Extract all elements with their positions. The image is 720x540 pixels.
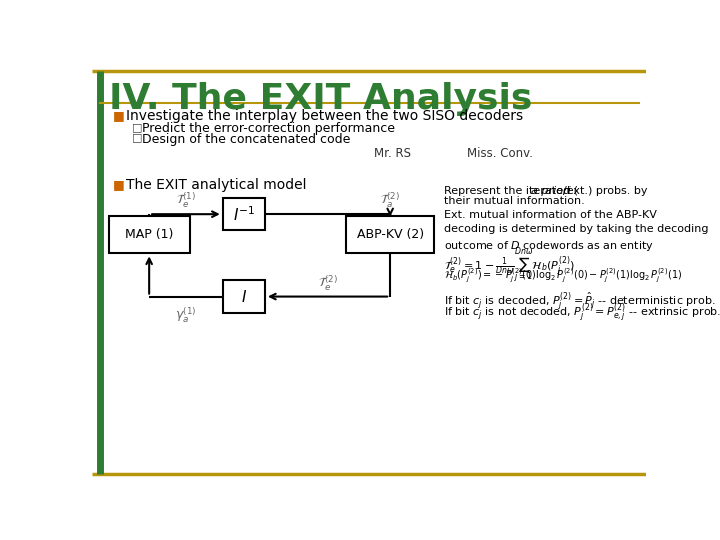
Bar: [222, 198, 265, 231]
Text: IV. The EXIT Analysis: IV. The EXIT Analysis: [109, 82, 532, 116]
Text: $\mathcal{T}_e^{(2)} = 1 - \frac{1}{Dn\omega} \sum_{j=1}^{Dn\omega} \mathcal{H}_: $\mathcal{T}_e^{(2)} = 1 - \frac{1}{Dn\o…: [444, 247, 575, 286]
Text: The EXIT analytical model: The EXIT analytical model: [127, 178, 307, 192]
Text: $\mathcal{H}_b(P_j^{(2)}) = -P_j^{(2)}(0)\log_2 P_j^{(2)}(0) - P_j^{(2)}(1)\log_: $\mathcal{H}_b(P_j^{(2)}) = -P_j^{(2)}(0…: [444, 267, 683, 285]
Text: ■: ■: [113, 110, 125, 123]
Text: Ext. mutual information of the ABP-KV
decoding is determined by taking the decod: Ext. mutual information of the ABP-KV de…: [444, 210, 709, 253]
Text: $\mathcal{T}_e^{(1)}$: $\mathcal{T}_e^{(1)}$: [176, 191, 196, 211]
Text: MAP (1): MAP (1): [125, 228, 174, 241]
Text: $I$: $I$: [240, 288, 247, 305]
Text: /ext.) probs. by: /ext.) probs. by: [563, 186, 647, 197]
Text: Mr. RS: Mr. RS: [374, 147, 410, 160]
Text: □: □: [132, 122, 143, 132]
Bar: [109, 217, 189, 253]
Text: ABP-KV (2): ABP-KV (2): [356, 228, 424, 241]
Text: $\gamma_a^{(1)}$: $\gamma_a^{(1)}$: [175, 306, 197, 325]
Text: If bit $c_j$ is decoded, $P_j^{(2)} = \hat{P}_j$ -- deterministic prob.: If bit $c_j$ is decoded, $P_j^{(2)} = \h…: [444, 289, 716, 312]
Text: □: □: [132, 132, 143, 143]
Text: Represent the iterated (: Represent the iterated (: [444, 186, 578, 197]
Text: Predict the error-correction performance: Predict the error-correction performance: [142, 122, 395, 135]
Text: ■: ■: [113, 178, 125, 191]
Text: Design of the concatenated code: Design of the concatenated code: [142, 132, 350, 146]
Bar: [346, 217, 434, 253]
Text: If bit $c_j$ is not decoded, $P_j^{(2)} = P_{e,j}^{(2)}$ -- extrinsic prob.: If bit $c_j$ is not decoded, $P_j^{(2)} …: [444, 302, 720, 325]
Text: $\mathcal{T}_a^{(2)}$: $\mathcal{T}_a^{(2)}$: [380, 191, 400, 211]
Text: a priori: a priori: [531, 186, 570, 197]
Bar: [222, 280, 265, 313]
Text: $\mathcal{T}_e^{(2)}$: $\mathcal{T}_e^{(2)}$: [318, 273, 338, 293]
Text: Miss. Conv.: Miss. Conv.: [467, 147, 533, 160]
Text: their mutual information.: their mutual information.: [444, 195, 585, 206]
Text: $I^{-1}$: $I^{-1}$: [233, 205, 255, 224]
Text: Investigate the interplay between the two SISO decoders: Investigate the interplay between the tw…: [127, 110, 523, 124]
